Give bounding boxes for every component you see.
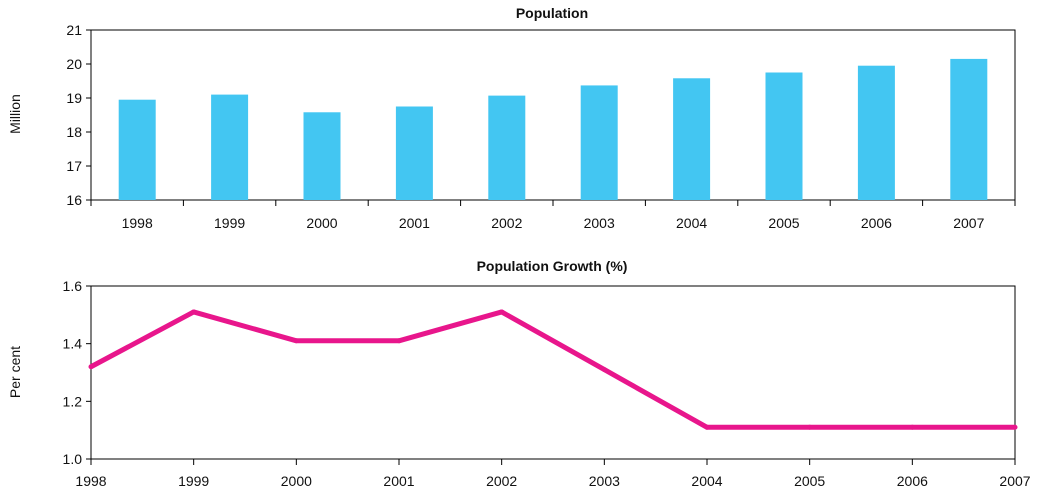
growth-point	[396, 338, 402, 344]
line-x-tick-label: 1999	[178, 473, 209, 489]
bar-y-tick-label: 17	[66, 158, 82, 174]
line-x-tick-label: 2002	[486, 473, 517, 489]
bar-chart-title: Population	[516, 5, 588, 21]
bar	[765, 72, 803, 200]
bar	[673, 78, 711, 200]
bar-chart-y-axis-label: Million	[7, 94, 23, 134]
line-x-tick-label: 2005	[794, 473, 825, 489]
line-y-tick-label: 1.4	[63, 336, 83, 352]
growth-point	[601, 367, 607, 373]
growth-point	[807, 424, 813, 430]
line-x-tick-label: 2000	[281, 473, 312, 489]
bar-x-tick-label: 2007	[953, 215, 984, 231]
growth-point	[1012, 424, 1018, 430]
growth-point	[704, 424, 710, 430]
population-growth-line-chart: Population Growth (%) Per cent 1.0 1.2 1.4…	[7, 258, 1031, 489]
growth-point	[88, 364, 94, 370]
bar-x-tick-label: 2006	[861, 215, 892, 231]
line-x-tick-label: 1998	[75, 473, 106, 489]
bar	[211, 94, 249, 200]
line-x-tick-label: 2001	[383, 473, 414, 489]
line-chart-ticks: 1.0 1.2 1.4 1.6 1998 1999 2000 2001 2002 2003 2004…	[63, 278, 1031, 489]
bar-x-tick-label: 1998	[122, 215, 153, 231]
bar	[303, 112, 341, 200]
line-y-tick-label: 1.6	[63, 278, 83, 294]
growth-point	[191, 309, 197, 315]
bar-y-tick-label: 18	[66, 124, 82, 140]
bar-y-tick-label: 19	[66, 90, 82, 106]
bar	[580, 85, 618, 200]
line-chart-series	[88, 309, 1018, 430]
bar-x-tick-label: 1999	[214, 215, 245, 231]
bar-y-tick-label: 16	[66, 192, 82, 208]
bar-chart-bars	[118, 58, 988, 201]
bar	[395, 106, 433, 200]
growth-point	[293, 338, 299, 344]
bar-x-tick-label: 2005	[768, 215, 799, 231]
growth-point	[499, 309, 505, 315]
line-y-tick-label: 1.0	[63, 451, 83, 467]
growth-series-line	[89, 309, 1015, 430]
bar-x-tick-label: 2002	[491, 215, 522, 231]
bar	[118, 99, 156, 200]
bar	[488, 95, 526, 200]
bar-y-tick-label: 20	[66, 56, 82, 72]
line-x-tick-label: 2003	[589, 473, 620, 489]
bar	[857, 65, 895, 200]
bar	[950, 58, 988, 201]
bar-x-tick-label: 2003	[584, 215, 615, 231]
bar-y-tick-label: 21	[66, 22, 82, 38]
line-x-tick-label: 2006	[897, 473, 928, 489]
growth-point	[909, 424, 915, 430]
line-chart-plot-frame	[90, 285, 1016, 460]
line-chart-title: Population Growth (%)	[477, 258, 628, 274]
population-bar-chart: Population Million 16 17 18 19 20 21 1998 1999 2…	[7, 5, 1016, 231]
line-y-tick-label: 1.2	[63, 393, 83, 409]
line-x-tick-label: 2004	[691, 473, 722, 489]
bar-x-tick-label: 2000	[306, 215, 337, 231]
line-x-tick-label: 2007	[999, 473, 1030, 489]
line-chart-y-axis-label: Per cent	[7, 346, 23, 398]
bar-x-tick-label: 2001	[399, 215, 430, 231]
bar-x-tick-label: 2004	[676, 215, 707, 231]
bar-chart-ticks: 16 17 18 19 20 21 1998 1999 2000 2001 2002 2003 2004…	[66, 22, 1016, 231]
